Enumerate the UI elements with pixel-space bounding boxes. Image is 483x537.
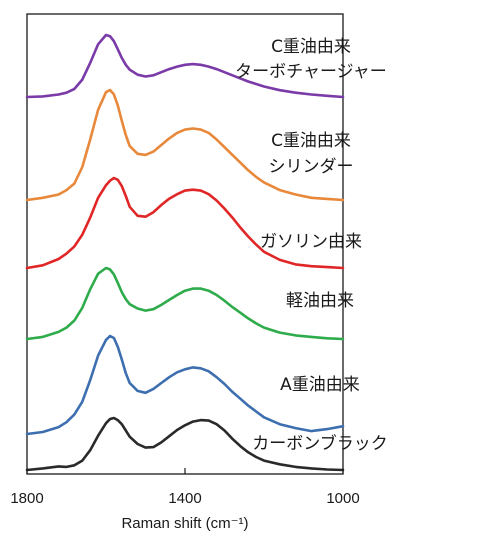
x-axis-ticks: 1800 1400 1000 bbox=[10, 468, 360, 507]
series-label-1-line-0: C重油由来 bbox=[271, 131, 351, 151]
series-label-2-line-0: ガソリン由来 bbox=[260, 232, 362, 252]
series-line-0 bbox=[25, 33, 345, 99]
x-tick-label-1: 1400 bbox=[168, 490, 201, 507]
series-label-3-line-0: 軽油由来 bbox=[286, 291, 354, 311]
series-label-5-line-0: カーボンブラック bbox=[252, 433, 388, 454]
series-line-2 bbox=[25, 176, 345, 270]
series-label-0-line-1: ターボチャージャー bbox=[235, 62, 387, 82]
series-label-1-line-1: シリンダー bbox=[269, 157, 354, 177]
series-line-5 bbox=[25, 416, 345, 472]
series-labels: C重油由来ターボチャージャーC重油由来シリンダーガソリン由来軽油由来A重油由来カ… bbox=[235, 37, 388, 454]
x-axis-title: Raman shift (cm⁻¹) bbox=[121, 515, 248, 532]
series-line-1 bbox=[25, 88, 345, 202]
series-label-4-line-0: A重油由来 bbox=[280, 375, 360, 395]
series-line-3 bbox=[25, 266, 345, 341]
x-tick-label-2: 1000 bbox=[326, 490, 359, 507]
series-line-4 bbox=[25, 334, 345, 436]
spectra-lines bbox=[25, 33, 345, 472]
series-label-0-line-0: C重油由来 bbox=[271, 37, 351, 57]
x-tick-label-0: 1800 bbox=[10, 490, 43, 507]
